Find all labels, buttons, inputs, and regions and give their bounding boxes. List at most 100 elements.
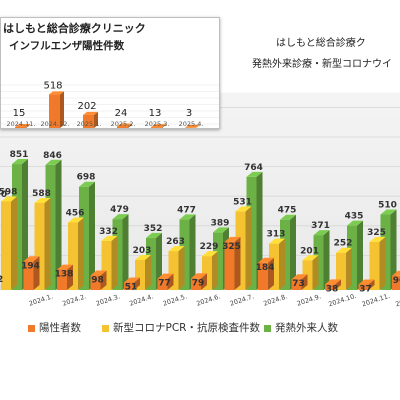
legend-item-fever-visits: 発熱外来人数 [264,320,338,335]
inset-bar-0 [15,124,30,128]
bar-1-11-side [379,236,386,290]
data-label-0-0: 02 [0,275,3,285]
bar-0-5-top [157,273,174,279]
inset-bar-side-2 [94,111,98,128]
bar-2-1-side [55,159,62,290]
bar-0-3-side [100,270,107,290]
inset-bar-1 [49,91,64,128]
data-label-0-8: 184 [256,263,275,273]
data-label-0-12: 96 [393,276,400,286]
inset-bar-side-1 [60,91,64,128]
bar-1-7-top [235,206,252,212]
bar-1-11 [369,236,386,290]
bar-0-5-side [167,273,174,290]
bar-0-2-top [57,264,73,270]
bar-0-3-front [90,275,101,290]
bar-2-5-top [179,214,196,220]
bar-1-5-side [178,246,185,290]
bar-0-7 [224,236,241,290]
x-tick-label-6: 2024.6. [195,292,221,307]
bar-2-0-side [22,159,28,290]
bar-1-5 [168,246,185,290]
chart-back-wall [0,92,400,285]
data-label-0-7: 325 [222,242,241,252]
bar-2-9-side [323,230,330,290]
inset-bar-3 [117,123,132,128]
data-label-2-8: 475 [278,206,297,216]
bar-0-2-front [57,269,67,290]
bar-0-1-top [23,256,40,262]
partial-data-label-0: 0 [1,190,7,200]
inset-data-label-5: 3 [186,108,192,119]
bar-1-4-side [145,254,151,290]
data-label-0-2: 138 [55,270,74,280]
x-tick-label-4: 2024.4. [128,292,154,307]
inset-bar-front-1 [49,94,60,128]
data-label-2-9: 371 [311,221,330,231]
bar-1-6 [202,251,218,290]
bar-1-1-side [44,197,51,290]
data-label-0-6: 79 [192,278,205,288]
bar-1-1-front [34,202,45,290]
data-label-2-6: 389 [211,218,230,228]
inset-chart-title: はしもと総合診療クリニック [3,22,146,35]
bar-1-3 [101,235,118,290]
bar-0-11-front [358,284,369,290]
inset-bar-front-2 [83,114,94,128]
inset-bar-top-0 [15,124,30,128]
bar-1-5-top [168,246,185,252]
data-label-1-7: 531 [233,197,252,207]
inset-data-label-3: 24 [115,108,128,119]
data-label-2-5: 477 [177,205,196,215]
bar-0-8-side [268,257,274,290]
inset-x-tick-label-5: 2025.4. [179,120,204,128]
bar-0-9 [291,274,308,290]
bar-0-9-side [301,274,308,290]
bar-1-0-front [1,201,11,290]
bar-1-10-side [346,247,352,290]
bar-1-4 [135,254,151,290]
bar-2-4-side [156,232,162,290]
data-label-1-6: 229 [200,242,219,252]
bar-1-6-side [212,251,218,290]
bar-0-8-front [258,262,268,290]
bar-0-1-front [23,261,34,290]
bar-0-9-front [291,279,302,290]
bar-0-12-top [392,270,400,276]
bar-1-6-top [202,251,218,257]
bar-1-6-front [202,256,212,290]
bar-1-9-side [312,255,319,290]
inset-bar-side-5 [196,124,200,128]
bar-1-8-top [269,238,285,244]
data-label-1-4: 203 [133,246,152,256]
bar-1-5-front [168,251,179,290]
data-label-2-0: 851 [10,150,29,160]
x-tick-label-12: 2024.12. [394,292,400,309]
legend-swatch-tests [102,324,109,332]
bar-2-3-top [112,214,129,220]
x-tick-label-3: 2024.3. [95,292,121,307]
bar-0-6-side [201,273,207,290]
data-label-0-10: 38 [326,284,339,294]
inset-bar-5 [185,124,200,128]
data-label-1-3: 332 [99,227,118,237]
bar-0-5 [157,273,174,290]
chart-legend: 陽性者数 新型コロナPCR・抗原検査件数 発熱外来人数 [0,318,400,338]
bar-1-0 [1,196,17,290]
legend-swatch-positive [28,324,35,332]
bar-0-11-top [358,279,375,285]
bar-0-10-front [325,284,335,290]
bar-0-3-top [90,270,107,276]
bar-0-3 [90,270,107,290]
bar-1-9-top [302,255,319,261]
data-label-1-11: 325 [367,228,386,238]
bar-2-11-top [380,209,397,215]
bar-2-8-top [280,214,296,220]
data-label-1-2: 456 [66,209,85,219]
bar-0-12 [392,270,400,290]
data-label-1-1: 588 [32,189,51,199]
bar-2-2-top [79,181,95,187]
bar-2-4-top [146,232,162,238]
bar-2-7-top [246,171,263,177]
